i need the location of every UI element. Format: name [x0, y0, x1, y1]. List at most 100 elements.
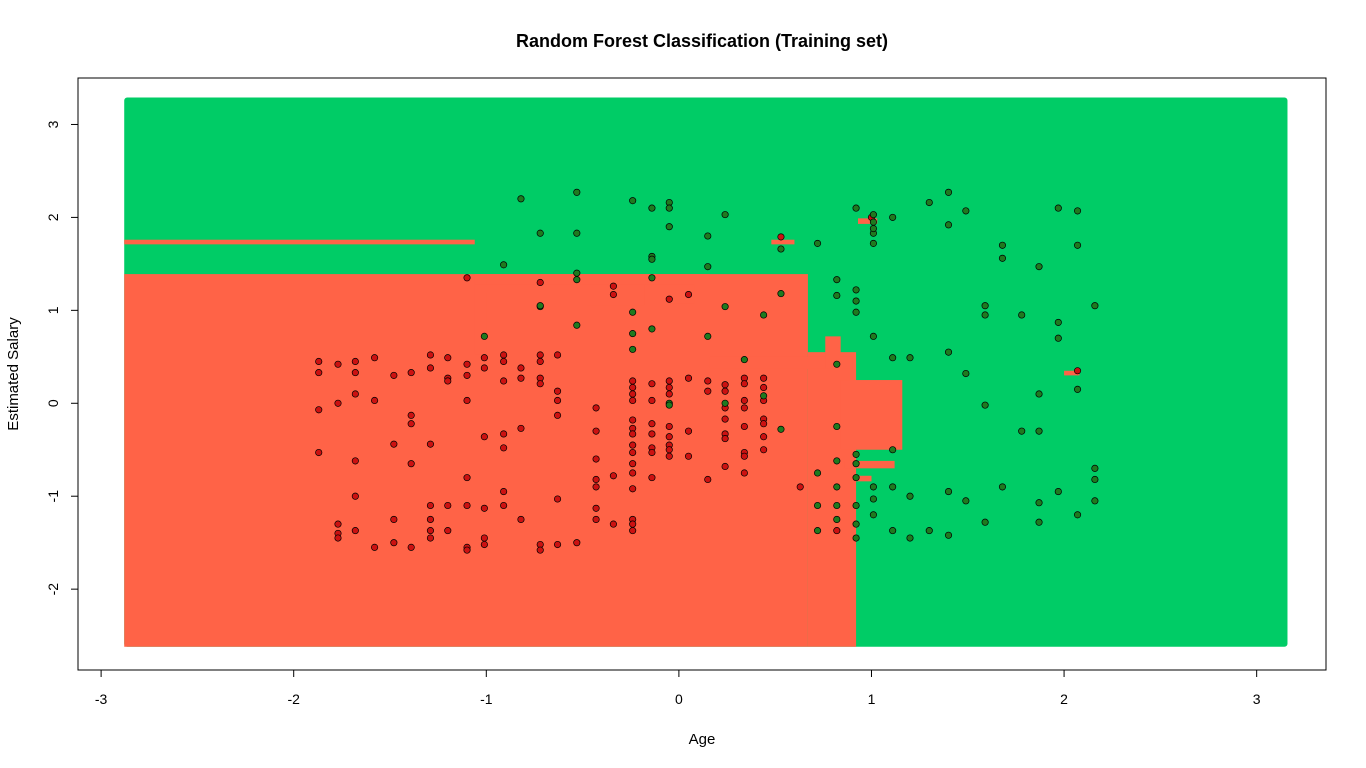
data-point-class-0	[426, 534, 434, 542]
data-point-class-1	[1074, 385, 1082, 393]
data-point-class-0	[426, 515, 434, 523]
data-point-class-0	[390, 371, 398, 379]
y-tick-label: -1	[45, 490, 61, 503]
data-point-class-0	[777, 233, 785, 241]
data-point-class-0	[315, 357, 323, 366]
data-point-class-0	[740, 452, 748, 460]
data-point-class-0	[444, 501, 452, 510]
data-point-class-0	[592, 483, 600, 491]
data-point-class-0	[351, 527, 359, 535]
data-point-class-0	[315, 406, 323, 414]
data-point-class-1	[665, 204, 673, 212]
data-point-class-0	[629, 416, 637, 424]
data-point-class-1	[852, 534, 860, 542]
data-point-class-0	[740, 380, 748, 388]
data-point-class-0	[665, 377, 673, 385]
data-point-class-1	[721, 211, 729, 219]
data-point-class-0	[629, 377, 637, 385]
data-point-class-0	[334, 399, 342, 407]
data-point-class-1	[962, 207, 970, 215]
data-point-class-0	[665, 452, 673, 460]
data-point-class-0	[629, 520, 637, 528]
data-point-class-0	[371, 543, 379, 551]
data-point-class-1	[629, 330, 637, 338]
data-point-class-1	[814, 527, 822, 535]
y-tick-label: -2	[45, 583, 61, 596]
data-point-class-1	[777, 245, 785, 253]
data-point-class-0	[426, 364, 434, 372]
region-class-0	[856, 475, 872, 482]
data-point-class-0	[334, 534, 342, 542]
data-point-class-0	[740, 404, 748, 412]
data-point-class-0	[704, 475, 712, 484]
data-point-class-1	[721, 399, 729, 407]
data-point-class-0	[740, 422, 748, 431]
data-point-class-0	[536, 546, 544, 554]
data-point-class-1	[814, 239, 822, 247]
data-point-class-0	[554, 351, 562, 359]
data-point-class-1	[889, 483, 897, 491]
data-point-class-1	[852, 297, 860, 305]
data-point-class-1	[1035, 427, 1043, 435]
data-point-class-0	[536, 278, 544, 287]
data-point-class-0	[592, 504, 600, 512]
data-point-class-0	[500, 430, 508, 438]
data-point-class-0	[480, 534, 488, 542]
chart-title: Random Forest Classification (Training s…	[516, 31, 888, 51]
data-point-class-1	[833, 501, 841, 510]
data-point-class-0	[517, 374, 525, 382]
data-point-class-1	[573, 188, 581, 196]
data-point-class-1	[648, 204, 656, 212]
data-point-class-0	[390, 440, 398, 448]
region-class-0	[1064, 370, 1080, 376]
data-point-class-1	[573, 321, 581, 329]
decision-regions	[124, 97, 1288, 647]
data-point-class-1	[962, 369, 970, 378]
data-point-class-1	[833, 276, 841, 284]
data-point-class-0	[684, 427, 693, 435]
data-point-class-1	[869, 211, 877, 219]
data-point-class-1	[1054, 204, 1062, 212]
data-point-class-1	[852, 460, 860, 468]
data-point-class-1	[852, 286, 860, 294]
data-point-class-0	[554, 396, 562, 405]
data-point-class-1	[704, 332, 712, 340]
data-point-class-0	[740, 396, 748, 405]
y-axis: -2 -1 0 1 2 3	[45, 120, 79, 596]
data-point-class-0	[665, 390, 673, 398]
data-point-class-1	[889, 527, 897, 535]
data-point-class-0	[390, 539, 398, 547]
data-point-class-0	[351, 492, 359, 500]
data-point-class-1	[906, 534, 914, 542]
data-point-class-0	[629, 485, 637, 493]
y-tick-label: 2	[45, 213, 61, 221]
data-point-class-1	[962, 497, 970, 505]
data-point-class-0	[721, 387, 729, 395]
data-point-class-0	[517, 424, 525, 432]
data-point-class-0	[351, 357, 359, 366]
region-class-0	[124, 274, 808, 647]
data-point-class-0	[371, 396, 379, 405]
region-class-0	[474, 284, 695, 293]
data-point-class-0	[463, 360, 471, 368]
x-tick-label: 2	[1060, 691, 1068, 707]
data-point-class-1	[648, 274, 656, 282]
data-point-class-0	[760, 383, 768, 392]
data-point-class-1	[944, 188, 953, 196]
data-point-class-0	[554, 495, 562, 503]
data-point-class-0	[390, 515, 398, 523]
data-point-class-1	[925, 198, 933, 207]
data-point-class-1	[869, 511, 877, 519]
data-point-class-1	[944, 221, 953, 229]
x-axis: -3 -2 -1 0 1 2 3	[95, 669, 1261, 707]
data-point-class-1	[998, 483, 1006, 491]
data-point-class-0	[407, 543, 415, 551]
data-point-class-0	[592, 475, 600, 484]
data-point-class-0	[426, 501, 434, 510]
region-class-0	[474, 274, 710, 280]
data-point-class-1	[981, 302, 989, 310]
data-point-class-0	[760, 433, 768, 441]
data-point-class-0	[407, 460, 415, 468]
data-point-class-1	[906, 354, 914, 362]
data-point-class-1	[833, 360, 841, 368]
